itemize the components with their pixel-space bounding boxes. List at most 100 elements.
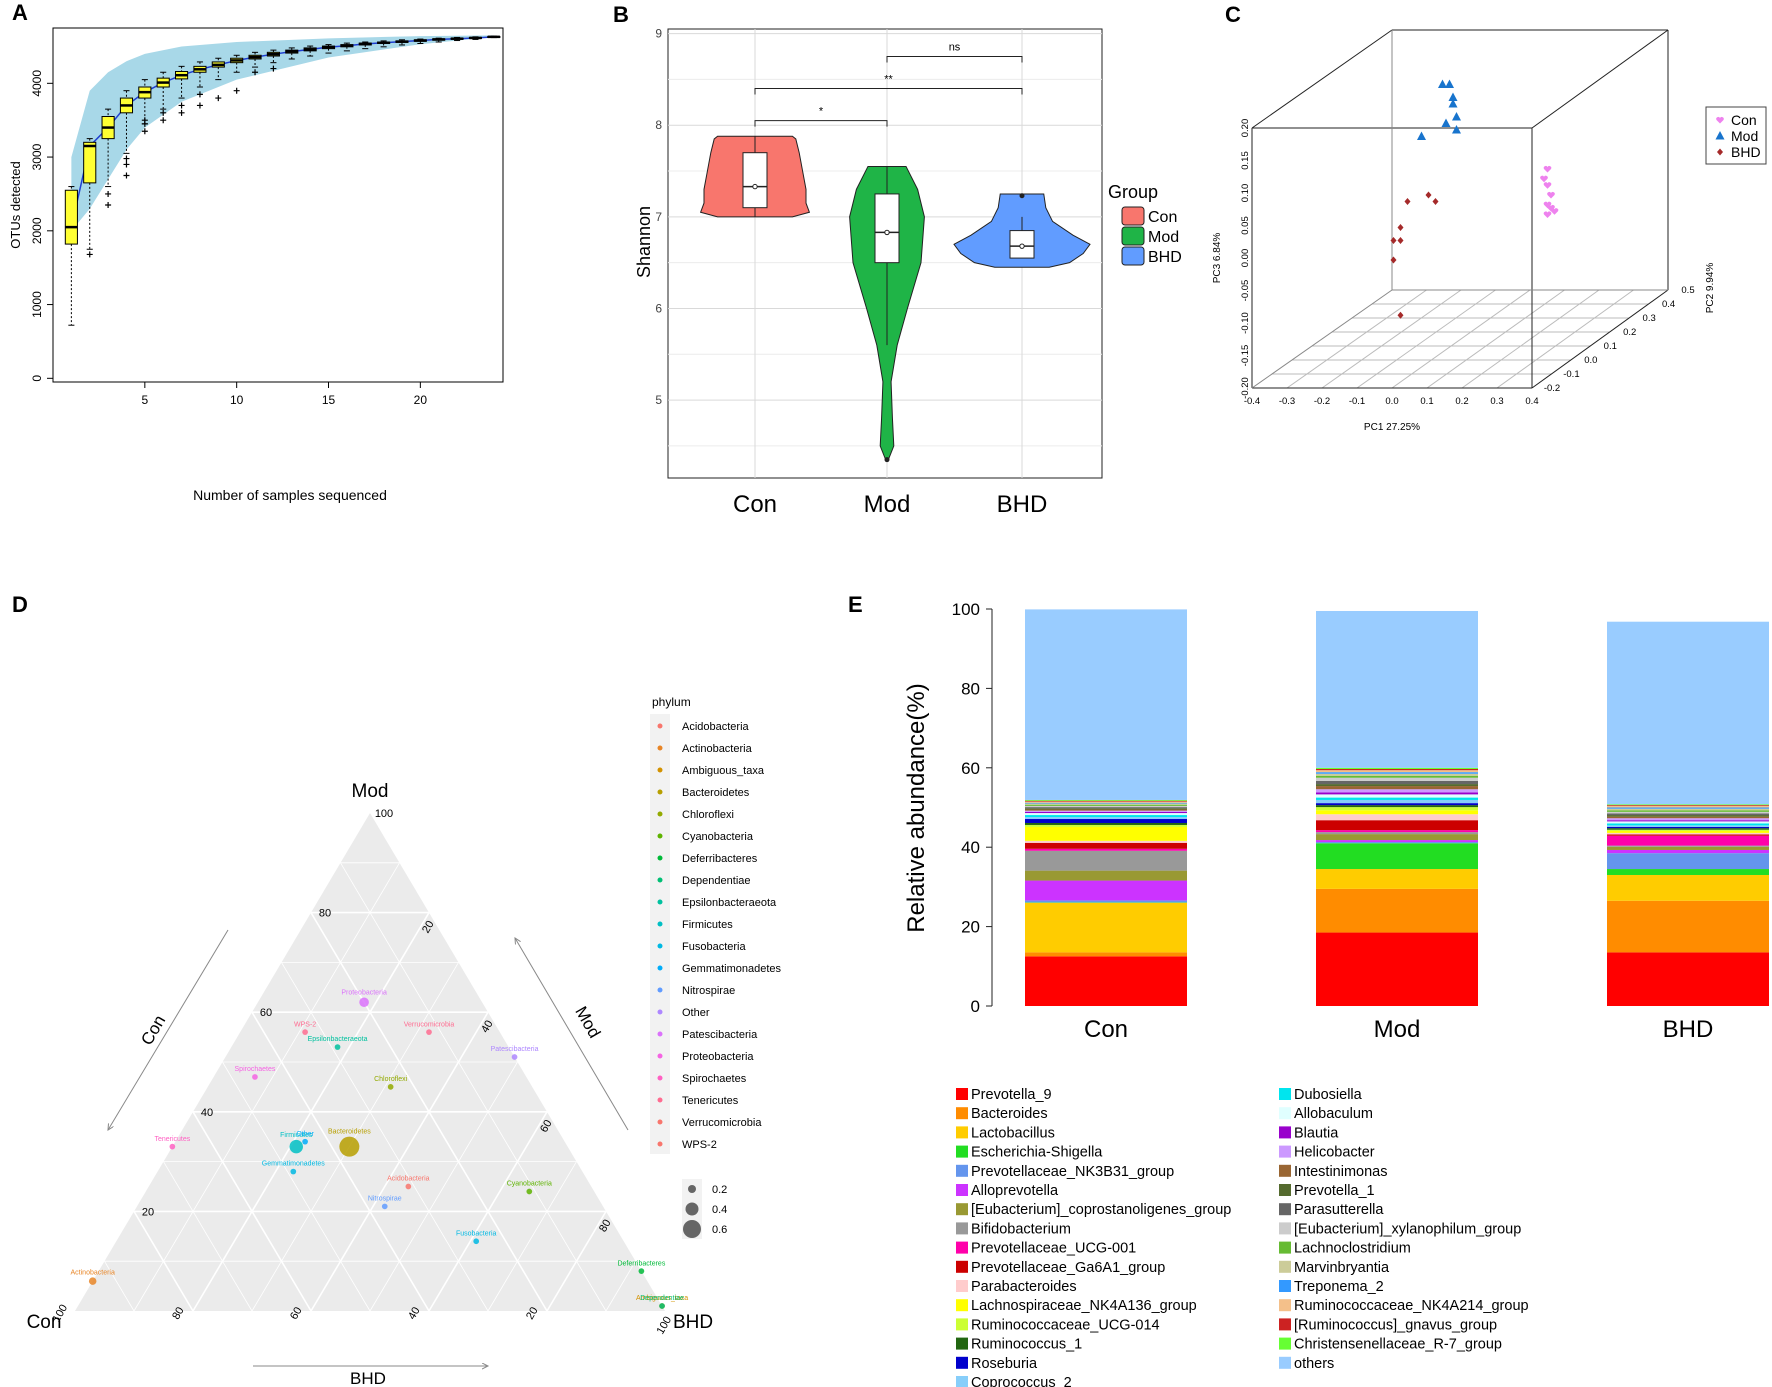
legend-label: Prevotella_9 bbox=[971, 1087, 1052, 1103]
ternary-grid bbox=[163, 1161, 253, 1312]
y-tick-label: 0.3 bbox=[1643, 313, 1656, 324]
corner-label-bhd: BHD bbox=[673, 1312, 713, 1333]
ternary-point bbox=[252, 1074, 258, 1080]
outlier-point bbox=[884, 457, 890, 463]
bar-segment bbox=[1025, 842, 1187, 849]
ternary-point bbox=[473, 1238, 480, 1245]
legend-label: Con bbox=[1148, 209, 1177, 226]
legend-label: Dubosiella bbox=[1294, 1087, 1363, 1103]
bar-segment bbox=[1025, 811, 1187, 814]
y-tick-label: 3000 bbox=[30, 143, 44, 170]
legend-label: BHD bbox=[1731, 144, 1761, 160]
significance-label: ns bbox=[949, 41, 961, 53]
z-tick-label: 0.05 bbox=[1240, 216, 1251, 235]
bar-segment bbox=[1607, 807, 1769, 809]
legend-label: [Eubacterium]_xylanophilum_group bbox=[1294, 1221, 1521, 1237]
legend-swatch bbox=[956, 1299, 968, 1312]
legend-label: Cyanobacteria bbox=[682, 831, 754, 843]
legend-label: Fusobacteria bbox=[682, 941, 746, 953]
bar-segment bbox=[1316, 768, 1478, 771]
con-tick-label: 20 bbox=[524, 1305, 541, 1322]
bar-segment bbox=[1316, 786, 1478, 790]
ternary-point-label: Acidobacteria bbox=[387, 1176, 430, 1183]
bar-segment bbox=[1316, 777, 1478, 781]
bar-segment bbox=[1607, 900, 1769, 953]
bar-segment bbox=[1316, 820, 1478, 831]
ternary-point bbox=[359, 997, 369, 1008]
panel-c-pca-3d-chart: -0.4 -0.3 -0.2 -0.1 0.0 0.1 0.2 0.3 0.4-0.20-0.1… bbox=[1212, 29, 1767, 433]
legend-marker bbox=[657, 1053, 663, 1059]
violin-box bbox=[1009, 230, 1035, 259]
mod-tick-label: 100 bbox=[375, 808, 393, 820]
bar-segment bbox=[1607, 816, 1769, 819]
outlier-mark bbox=[105, 190, 112, 197]
bar-segment bbox=[1607, 829, 1769, 831]
bar-segment bbox=[1607, 846, 1769, 850]
legend-label: Blautia bbox=[1294, 1125, 1339, 1141]
ternary-point bbox=[339, 1136, 360, 1157]
bar-segment bbox=[1025, 803, 1187, 805]
bar-segment bbox=[1025, 880, 1187, 901]
legend-swatch bbox=[1279, 1318, 1291, 1331]
point-mod bbox=[1452, 112, 1461, 121]
y-tick-label: 20 bbox=[961, 918, 980, 937]
z-tick-label: -0.05 bbox=[1240, 280, 1251, 302]
z-axis-label: PC3 6.84% bbox=[1212, 233, 1223, 284]
x-tick-label: 0.1 bbox=[1420, 396, 1433, 407]
legend-label: Escherichia-Shigella bbox=[971, 1145, 1103, 1161]
outlier-mark bbox=[215, 95, 222, 102]
outlier-mark bbox=[233, 87, 240, 94]
x-tick-label: Mod bbox=[1374, 1016, 1421, 1043]
legend-swatch bbox=[956, 1318, 968, 1331]
bar-segment bbox=[1607, 810, 1769, 812]
bar-segment bbox=[1025, 609, 1187, 800]
bar-segment bbox=[1025, 802, 1187, 804]
bar-segment bbox=[1025, 813, 1187, 816]
outlier-mark bbox=[178, 109, 185, 116]
legend-label: Prevotellaceae_Ga6A1_group bbox=[971, 1260, 1165, 1276]
con-tick-label: 80 bbox=[170, 1305, 187, 1322]
y-axis-label: OTUs detected bbox=[8, 161, 23, 248]
point-con bbox=[1543, 182, 1552, 189]
bar-segment bbox=[1025, 809, 1187, 811]
bhd-tick-label: 80 bbox=[597, 1218, 614, 1235]
point-bhd bbox=[1390, 256, 1397, 264]
x-tick-label: Con bbox=[1084, 1016, 1128, 1043]
legend-label: Lachnospiraceae_NK4A136_group bbox=[971, 1298, 1197, 1314]
point-bhd bbox=[1432, 198, 1439, 205]
x-axis-label: Number of samples sequenced bbox=[193, 487, 387, 503]
legend-label: Prevotellaceae_NK3B31_group bbox=[971, 1164, 1174, 1180]
legend-marker bbox=[1715, 131, 1725, 140]
bar-segment bbox=[1316, 797, 1478, 800]
point-bhd bbox=[1397, 311, 1404, 319]
x-tick-label: 0.3 bbox=[1490, 396, 1503, 407]
legend-label: Patescibacteria bbox=[682, 1029, 758, 1041]
bar-segment bbox=[1607, 805, 1769, 806]
legend-label: [Ruminococcus]_gnavus_group bbox=[1294, 1317, 1497, 1333]
point-mod bbox=[1441, 118, 1451, 127]
legend-swatch bbox=[956, 1337, 968, 1350]
legend-marker bbox=[657, 921, 663, 927]
legend-swatch bbox=[956, 1241, 968, 1254]
x-axis-label: PC1 27.25% bbox=[1364, 422, 1420, 433]
ternary-point-label: Dependentiae bbox=[640, 1295, 684, 1302]
bar-segment bbox=[1607, 869, 1769, 875]
y-tick-label: -0.1 bbox=[1563, 369, 1579, 380]
ternary-point bbox=[659, 1303, 665, 1309]
cube-edge bbox=[1531, 29, 1669, 129]
z-tick-label: 0.20 bbox=[1240, 119, 1251, 138]
plot-frame bbox=[52, 27, 504, 383]
bar-segment bbox=[1316, 792, 1478, 795]
bhd-axis-title: BHD bbox=[350, 1369, 386, 1387]
legend-swatch bbox=[956, 1356, 968, 1369]
ternary-point bbox=[302, 1138, 308, 1145]
ternary-point bbox=[290, 1168, 297, 1175]
legend-swatch bbox=[1279, 1184, 1291, 1196]
bar-segment bbox=[1607, 808, 1769, 811]
legend-label: Lachnoclostridium bbox=[1294, 1241, 1411, 1257]
y-tick-label: 0.2 bbox=[1623, 327, 1636, 338]
cube-edge bbox=[1251, 289, 1393, 389]
legend-label: Christensenellaceae_R-7_group bbox=[1294, 1337, 1502, 1353]
legend-swatch bbox=[1279, 1299, 1291, 1312]
panel-a-letter: A bbox=[12, 0, 28, 25]
